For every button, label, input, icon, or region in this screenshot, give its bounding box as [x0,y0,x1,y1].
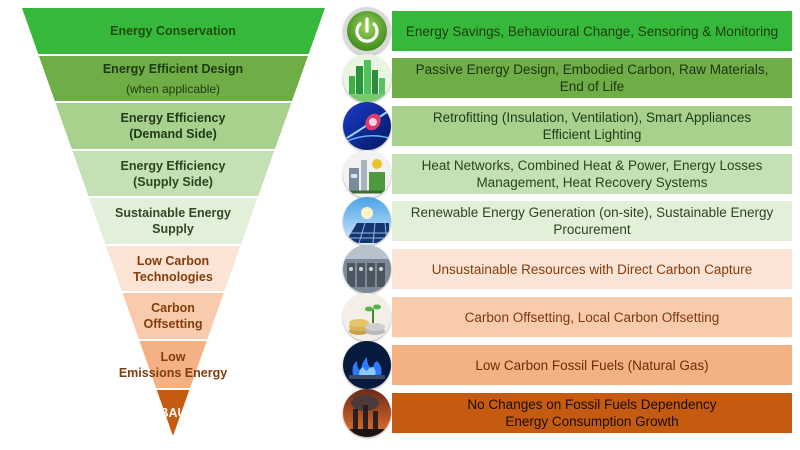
description-line: Procurement [553,222,631,237]
description-line: Energy Savings, Behavioural Change, Sens… [405,23,779,39]
description-box: Passive Energy Design, Embodied Carbon, … [392,58,792,98]
tier-label: Low Emissions Energy [113,341,233,388]
tier-label: Energy Efficiency (Demand Side) [98,103,248,149]
factory-smoke-icon [343,389,391,437]
tier-title: Energy Efficiency [120,158,226,173]
tier-subtitle: (Demand Side) [129,127,217,141]
coins-plant-icon [343,293,391,341]
solar-panel-icon [343,197,391,245]
description-line: No Changes on Fossil Fuels Dependency [467,397,717,412]
pyramid-tier-energy-efficiency-demand-side [55,103,292,149]
description-line: Unsustainable Resources with Direct Carb… [431,261,753,277]
tier-title: Energy Efficient Design [102,61,244,76]
tier-title: BAU [159,405,187,420]
description-box: Carbon Offsetting, Local Carbon Offsetti… [392,297,792,337]
pyramid-tier-energy-efficiency-supply-side [72,151,275,196]
tier-title: Energy Conservation [110,24,236,38]
pyramid-tier-energy-conservation [22,8,325,54]
light-bulb-icon [343,102,391,150]
pyramid-tier-low-carbon-technologies [105,246,241,291]
tier-label: BAU [98,390,248,435]
description-box: Renewable Energy Generation (on-site), S… [392,201,792,241]
description-line: Efficient Lighting [542,127,642,142]
pyramid-tier-bau [156,390,190,435]
description-line: Passive Energy Design, Embodied Carbon, … [415,62,769,77]
green-city-icon [343,54,391,102]
tier-subtitle: Technologies [133,269,213,284]
power-button-icon [343,7,391,55]
power-plant-icon [343,150,391,198]
tier-title: Sustainable Energy [114,206,231,220]
description-box: Low Carbon Fossil Fuels (Natural Gas) [392,345,792,385]
description-line: Management, Heat Recovery Systems [476,175,708,190]
pyramid-tier-carbon-offsetting [122,293,224,339]
gas-flame-icon [343,341,391,389]
tier-subtitle: (Supply Side) [133,174,213,189]
description-line: Renewable Energy Generation (on-site), S… [410,205,774,220]
description-line: Heat Networks, Combined Heat & Power, En… [421,158,763,173]
tier-title: Low [160,349,186,364]
tier-label: Energy Conservation [98,8,248,54]
tier-subtitle: Emissions Energy [118,365,228,380]
description-line: End of Life [559,79,625,94]
tier-title: Carbon [151,301,195,315]
pyramid-tier-low-emissions-energy [139,341,207,388]
tier-label: Low Carbon Technologies [98,246,248,291]
tier-label: Carbon Offsetting [98,293,248,339]
tier-title: Energy Efficiency [120,111,226,125]
description-box: Retrofitting (Insulation, Ventilation), … [392,106,792,146]
description-box: Unsustainable Resources with Direct Carb… [392,249,792,289]
tier-label: Sustainable Energy Supply [98,198,248,244]
tier-label: Energy Efficient Design (when applicable) [98,56,248,101]
tier-subtitle: Offsetting [143,317,203,331]
description-box: Heat Networks, Combined Heat & Power, En… [392,154,792,194]
description-line: Energy Consumption Growth [505,414,679,429]
description-box: Energy Savings, Behavioural Change, Sens… [392,11,792,51]
pyramid-tier-energy-efficient-design-when-applicable [38,56,308,101]
tier-subtitle: Supply [152,222,194,236]
carbon-capture-icon [343,245,391,293]
tier-subtitle: (when applicable) [125,81,221,96]
description-line: Low Carbon Fossil Fuels (Natural Gas) [475,357,709,373]
description-line: Retrofitting (Insulation, Ventilation), … [432,110,752,125]
pyramid-tier-sustainable-energy-supply [89,198,258,244]
description-line: Carbon Offsetting, Local Carbon Offsetti… [464,309,720,325]
tier-label: Energy Efficiency (Supply Side) [98,151,248,196]
description-box: No Changes on Fossil Fuels Dependency Ene… [392,393,792,433]
tier-title: Low Carbon [136,253,210,268]
